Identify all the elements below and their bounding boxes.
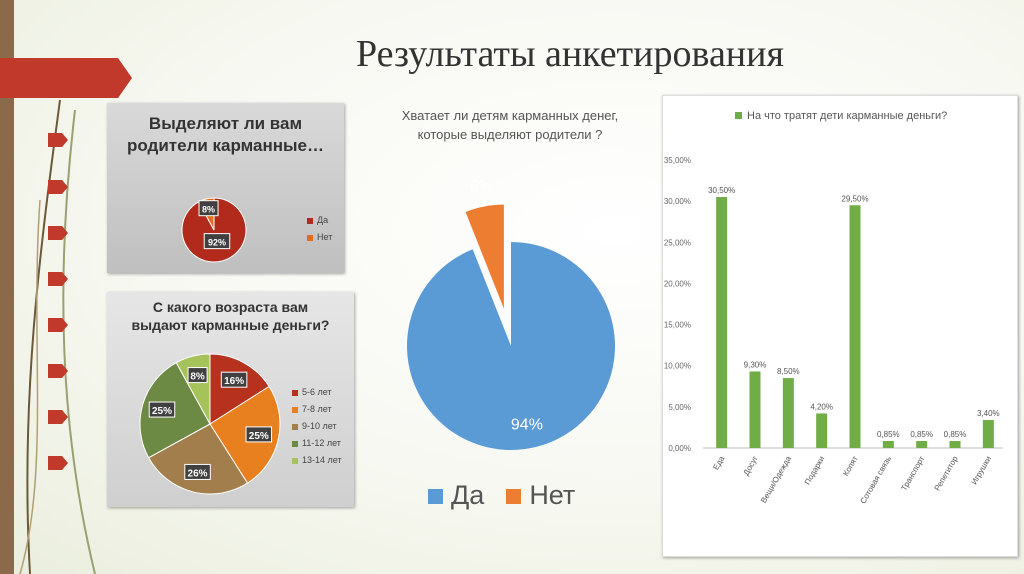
data-label-box: [203, 233, 231, 250]
legend-item: Нет: [307, 232, 332, 242]
pie-chart-allowance-given: Выделяют ли вам родители карманные… 92% 8…: [107, 103, 344, 273]
pie-slice: [407, 242, 615, 451]
data-label: 4,20%: [810, 402, 833, 411]
legend-label: 11-12 лет: [302, 438, 341, 448]
x-tick-label: Копят: [841, 454, 860, 477]
pie-2-canvas: 16% 25% 26% 25% 8%: [139, 353, 281, 495]
data-label-box: [187, 367, 208, 384]
legend-item: Нет: [506, 480, 575, 510]
x-tick-label: Игрушки: [970, 455, 994, 487]
legend-label: 7-8 лет: [302, 404, 332, 414]
y-tick-label: 0,00%: [668, 444, 691, 453]
pie-3-legend: Да Нет: [428, 480, 597, 511]
chart-title: Хватает ли детям карманных денег, которы…: [401, 108, 619, 142]
data-label: 8,50%: [777, 367, 800, 376]
bar: [716, 197, 728, 448]
bar: [816, 413, 828, 448]
x-tick-label: Транспорт: [899, 454, 926, 492]
data-label: 0,85%: [944, 430, 967, 439]
data-label-box: [198, 200, 219, 217]
data-label: 92%: [208, 238, 226, 248]
data-label-box: [220, 371, 248, 388]
legend-swatch: [307, 234, 313, 241]
bar: [782, 378, 794, 448]
legend-label: Да: [451, 480, 485, 510]
data-label: 8%: [190, 372, 205, 383]
legend-swatch: [292, 423, 298, 430]
slide-title: Результаты анкетирования: [356, 33, 784, 75]
bar: [882, 441, 894, 448]
y-tick-label: 5,00%: [668, 403, 691, 412]
legend-label: 13-14 лет: [302, 455, 342, 465]
y-tick-label: 25,00%: [664, 238, 691, 247]
legend-swatch: [292, 457, 298, 464]
bar-chart-spending: На что тратят дети карманные деньги? 0,00…: [662, 95, 1018, 557]
legend-label: Да: [317, 215, 329, 225]
legend-item: Да: [428, 480, 484, 510]
bar: [982, 420, 994, 448]
y-tick-label: 10,00%: [664, 362, 691, 371]
legend-label: Нет: [529, 480, 576, 510]
data-label-box: [184, 463, 211, 480]
bar-chart-canvas: На что тратят дети карманные деньги? 0,00…: [664, 110, 1003, 506]
legend-swatch: [506, 489, 522, 505]
legend-swatch: [292, 440, 298, 447]
legend-swatch: [292, 406, 298, 413]
legend-item: 13-14 лет: [292, 455, 342, 465]
data-label: 3,40%: [977, 409, 1000, 418]
legend-label: 5-6 лет: [302, 387, 332, 397]
bar: [916, 441, 928, 448]
data-label: 26%: [188, 468, 208, 479]
data-label: 0,85%: [910, 430, 933, 439]
data-label-box: [148, 401, 176, 418]
x-tick-label: Досуг: [742, 454, 760, 477]
legend-swatch: [735, 112, 742, 119]
y-tick-label: 15,00%: [664, 321, 691, 330]
data-label: 16%: [224, 376, 244, 387]
y-tick-label: 20,00%: [664, 279, 691, 288]
pie-1-canvas: 92% 8%: [181, 197, 247, 263]
legend-swatch: [428, 489, 443, 505]
legend-label: 9-10 лет: [302, 421, 337, 431]
pie-3-canvas: 94% 6%: [407, 180, 615, 451]
legend-item: 7-8 лет: [292, 404, 332, 414]
legend-item: 9-10 лет: [292, 421, 337, 431]
pie-slice: [465, 204, 504, 309]
pie-slice: [209, 385, 281, 484]
bar: [749, 371, 761, 448]
data-label: 6%: [470, 180, 493, 195]
data-label: 29,50%: [841, 194, 868, 203]
legend-swatch: [292, 389, 298, 396]
data-label-box: [245, 426, 273, 443]
data-label: 94%: [511, 416, 543, 433]
y-tick-label: 35,00%: [664, 156, 691, 165]
x-tick-label: Еда: [711, 454, 726, 471]
x-tick-label: Репетитор: [933, 454, 960, 492]
pie-slice: [147, 423, 249, 495]
data-label: 30,50%: [708, 186, 735, 195]
legend-swatch: [307, 217, 313, 224]
x-tick-label: Сотовая связь: [858, 455, 893, 506]
data-label: 0,85%: [877, 430, 900, 439]
data-label: 25%: [152, 406, 172, 417]
legend-item: 5-6 лет: [292, 387, 332, 397]
data-label: 9,30%: [744, 360, 767, 369]
legend-item: Да: [307, 215, 328, 225]
pie-slice: [209, 353, 270, 425]
chart-title: На что тратят дети карманные деньги?: [747, 110, 947, 122]
y-tick-label: 30,00%: [664, 197, 691, 206]
x-tick-label: Вещи/Одежда: [759, 454, 793, 505]
legend-label: Нет: [317, 232, 333, 242]
data-label: 25%: [249, 431, 269, 442]
bar: [849, 205, 861, 448]
x-tick-label: Подарки: [803, 455, 827, 487]
pie-chart-age-started: С какого возраста вам выдают карманные д…: [107, 292, 354, 507]
legend-item: 11-12 лет: [292, 438, 341, 448]
chart-title: С какого возраста вам выдают карманные д…: [131, 299, 330, 333]
decorative-branch: [0, 0, 132, 574]
data-label: 8%: [202, 205, 215, 215]
chart-title: Выделяют ли вам родители карманные…: [127, 114, 324, 155]
bar: [949, 441, 961, 448]
